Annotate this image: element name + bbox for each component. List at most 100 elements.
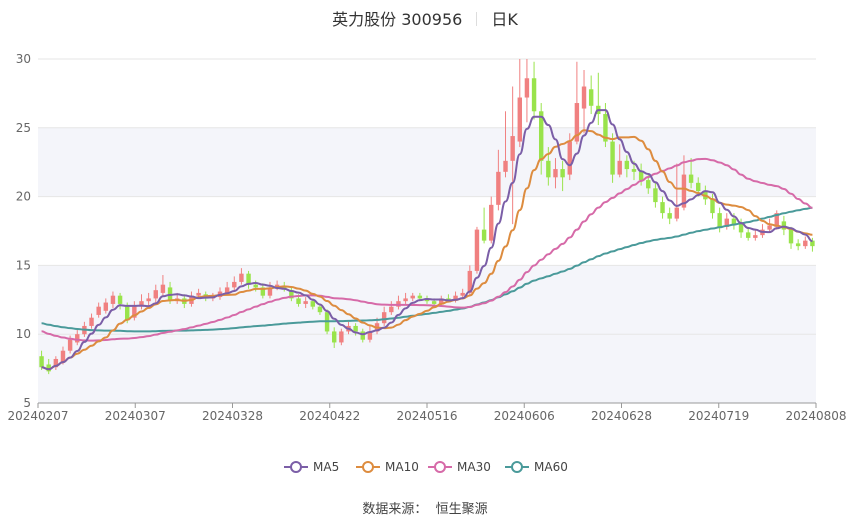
candle: [481, 207, 487, 244]
candle-body: [125, 306, 130, 321]
candle-body: [53, 358, 59, 368]
legend-item-ma10[interactable]: MA10: [356, 460, 419, 474]
candle-body: [717, 213, 722, 227]
candle: [667, 207, 672, 225]
candle: [160, 275, 166, 296]
x-tick-label: 20240719: [688, 409, 749, 423]
y-tick-label: 10: [16, 327, 31, 341]
candle: [531, 61, 537, 120]
legend-marker-icon: [434, 461, 446, 473]
candle-body: [303, 301, 308, 304]
candle: [517, 59, 523, 148]
legend-label: MA10: [385, 460, 419, 474]
candle-body: [588, 89, 594, 106]
y-tick-label: 30: [16, 52, 31, 66]
candle-body: [46, 364, 51, 372]
candle-body: [774, 213, 779, 227]
candle-body: [253, 284, 258, 288]
candle-body: [538, 111, 544, 161]
candle-body: [317, 306, 323, 313]
candle: [653, 182, 658, 208]
x-tick-label: 20240422: [299, 409, 360, 423]
candle-body: [224, 287, 230, 293]
candle: [553, 158, 558, 189]
ma5-line: [41, 109, 813, 371]
candle-body: [360, 331, 365, 340]
candle: [89, 313, 94, 329]
candle-body: [624, 160, 630, 170]
candle: [117, 292, 123, 310]
stock-title: 英力股份 300956: [332, 10, 463, 29]
candle-body: [403, 298, 408, 302]
candle: [610, 133, 615, 183]
candle: [596, 72, 601, 126]
y-tick-label: 20: [16, 190, 31, 204]
candle-body: [646, 180, 651, 189]
candle-body: [103, 302, 109, 311]
candle: [260, 283, 266, 299]
candle: [588, 75, 594, 115]
candle-body: [781, 221, 787, 230]
candle-body: [674, 207, 680, 219]
y-tick-label: 15: [16, 258, 31, 272]
x-tick-label: 20240808: [785, 409, 846, 423]
candle-body: [667, 213, 672, 219]
candle-body: [331, 331, 337, 343]
candle: [146, 292, 151, 306]
candle-body: [296, 298, 301, 304]
candle-body: [603, 114, 608, 142]
legend-item-ma60[interactable]: MA60: [505, 460, 568, 474]
candle-body: [481, 229, 487, 241]
candle: [239, 268, 244, 285]
legend-item-ma5[interactable]: MA5: [284, 460, 339, 474]
candle-body: [89, 317, 94, 326]
candle: [132, 301, 137, 321]
candle-body: [110, 295, 116, 304]
candle-body: [367, 331, 373, 340]
candle: [489, 196, 494, 244]
data-source: 数据来源： 恒生聚源: [362, 502, 488, 517]
candle-body: [239, 273, 244, 282]
candle: [781, 215, 787, 236]
candle: [339, 328, 344, 346]
candle: [367, 325, 373, 343]
candle: [538, 103, 544, 175]
candle-body: [267, 287, 273, 296]
candle-body: [660, 202, 665, 214]
legend[interactable]: MA5 MA10 MA30 MA60: [284, 460, 568, 474]
legend-marker-icon: [290, 461, 302, 473]
chart-title: 英力股份 300956 日K: [0, 6, 850, 30]
candle-body: [410, 295, 415, 299]
candle-body: [524, 78, 530, 98]
candle-body: [696, 182, 701, 192]
candle-body: [146, 298, 151, 302]
candle: [681, 155, 687, 211]
x-tick-label: 20240207: [7, 409, 68, 423]
candle: [232, 276, 237, 291]
candle-body: [631, 169, 637, 172]
x-tick-label: 20240606: [494, 409, 555, 423]
candle: [624, 155, 630, 178]
candle-body: [381, 312, 387, 324]
legend-label: MA30: [457, 460, 491, 474]
candle-body: [67, 339, 73, 351]
candle-body: [232, 281, 237, 288]
candle-body: [653, 188, 658, 203]
x-tick-label: 20240516: [396, 409, 457, 423]
candle-body: [738, 224, 744, 233]
candle-body: [417, 295, 423, 299]
candle-body: [75, 334, 80, 343]
legend-item-ma30[interactable]: MA30: [428, 460, 491, 474]
candle-body: [353, 325, 358, 332]
candle: [96, 302, 101, 318]
legend-marker-icon: [511, 461, 523, 473]
candle-body: [753, 235, 758, 238]
candle-body: [610, 141, 615, 175]
candle-body: [39, 356, 44, 368]
candle: [460, 288, 465, 299]
x-tick-label: 20240328: [202, 409, 263, 423]
candle: [153, 284, 158, 303]
candle: [753, 229, 758, 241]
candle: [795, 239, 801, 251]
